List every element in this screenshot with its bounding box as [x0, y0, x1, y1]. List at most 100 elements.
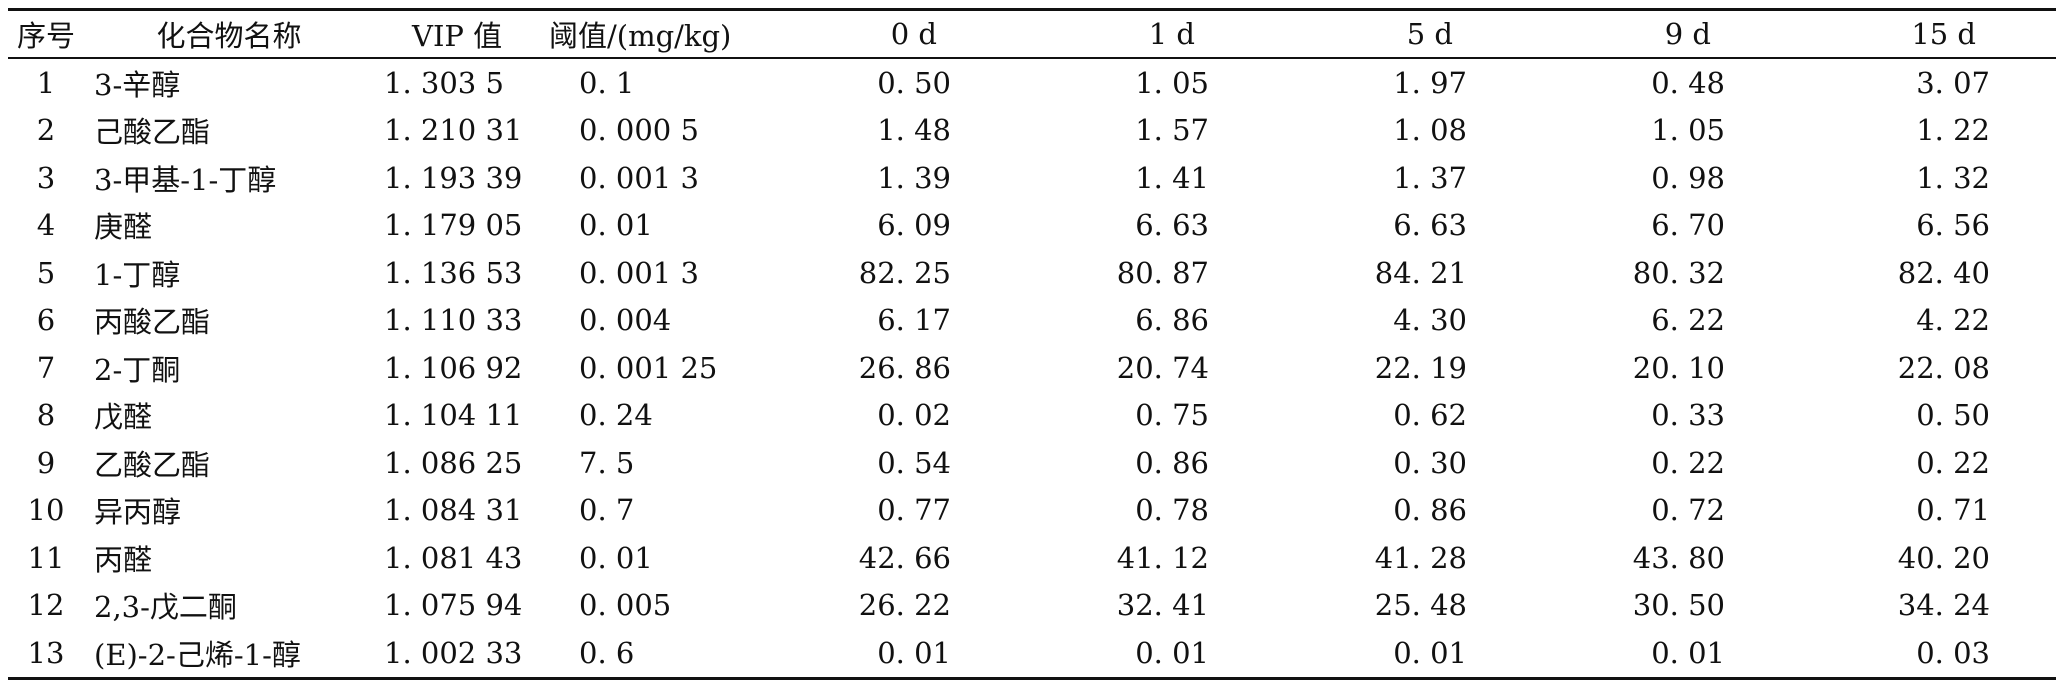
cell-day-1: 0. 01 [1135, 635, 1209, 670]
cell-day-5: 1. 97 [1393, 65, 1467, 100]
table-row: 8 戊醛 1. 104 11 0. 24 0. 02 0. 75 0. 62 0. 33 0. … [8, 392, 2056, 440]
table-row: 6 丙酸乙酯 1. 110 33 0. 004 6. 17 6. 86 4. 30 6. 22… [8, 297, 2056, 345]
header-index: 序号 [16, 19, 75, 53]
cell-day-5: 6. 63 [1393, 208, 1467, 243]
cell-index: 10 [27, 493, 65, 528]
cell-day-5: 0. 01 [1393, 635, 1467, 670]
cell-day-5: 0. 62 [1393, 398, 1467, 433]
cell-threshold: 0. 1 [579, 65, 635, 100]
cell-day-15: 40. 20 [1897, 540, 1990, 575]
cell-day-1: 0. 75 [1135, 398, 1209, 433]
cell-day-15: 82. 40 [1897, 255, 1990, 290]
table-header-row: 序号 化合物名称 VIP 值 阈值/(mg/kg) 0 d 1 d 5 d 9 … [8, 9, 2056, 58]
cell-day-15: 22. 08 [1897, 350, 1990, 385]
compound-table: 序号 化合物名称 VIP 值 阈值/(mg/kg) 0 d 1 d 5 d 9 … [8, 8, 2056, 680]
cell-threshold: 0. 004 [579, 303, 672, 338]
cell-day-0: 1. 48 [877, 113, 951, 148]
cell-day-5: 22. 19 [1374, 350, 1467, 385]
cell-day-15: 0. 03 [1916, 635, 1990, 670]
cell-threshold: 0. 6 [579, 635, 635, 670]
cell-compound-name: 丙酸乙酯 [94, 305, 211, 340]
cell-index: 11 [27, 540, 65, 575]
table-row: 4 庚醛 1. 179 05 0. 01 6. 09 6. 63 6. 63 6. 70 6. … [8, 202, 2056, 250]
table-row: 5 1-丁醇 1. 136 53 0. 001 3 82. 25 80. 87 84. 21… [8, 249, 2056, 297]
header-day-5: 5 d [1406, 17, 1453, 51]
cell-compound-name: 3-辛醇 [94, 67, 181, 102]
cell-day-9: 6. 70 [1651, 208, 1725, 243]
cell-vip: 1. 084 31 [384, 493, 523, 528]
cell-compound-name: 3-甲基-1-丁醇 [94, 162, 277, 197]
table-row: 10 异丙醇 1. 084 31 0. 7 0. 77 0. 78 0. 86 0. 72 0.… [8, 487, 2056, 535]
cell-day-1: 32. 41 [1116, 588, 1209, 623]
table-row: 1 3-辛醇 1. 303 5 0. 1 0. 50 1. 05 1. 97 0. 48 3. … [8, 58, 2056, 107]
cell-day-1: 20. 74 [1116, 350, 1209, 385]
cell-day-15: 1. 32 [1916, 160, 1990, 195]
cell-day-15: 0. 71 [1916, 493, 1990, 528]
cell-index: 5 [36, 255, 56, 290]
cell-index: 2 [36, 113, 56, 148]
cell-compound-name: 丙醛 [94, 542, 153, 577]
cell-day-0: 82. 25 [858, 255, 951, 290]
cell-day-5: 0. 30 [1393, 445, 1467, 480]
cell-index: 12 [27, 588, 65, 623]
table-row: 12 2,3-戊二酮 1. 075 94 0. 005 26. 22 32. 41 25. … [8, 582, 2056, 630]
cell-compound-name: 戊醛 [94, 400, 153, 435]
cell-day-5: 4. 30 [1393, 303, 1467, 338]
cell-vip: 1. 075 94 [384, 588, 523, 623]
cell-day-0: 0. 50 [877, 65, 951, 100]
cell-vip: 1. 106 92 [384, 350, 523, 385]
header-day-15: 15 d [1911, 17, 1976, 51]
header-day-9: 9 d [1664, 17, 1711, 51]
cell-day-15: 34. 24 [1897, 588, 1990, 623]
header-compound-name: 化合物名称 [156, 19, 302, 53]
cell-threshold: 7. 5 [579, 445, 635, 480]
cell-day-1: 1. 05 [1135, 65, 1209, 100]
cell-day-5: 25. 48 [1374, 588, 1467, 623]
cell-vip: 1. 303 5 [384, 65, 504, 100]
cell-day-9: 30. 50 [1632, 588, 1725, 623]
table-row: 13 (E)-2-己烯-1-醇 1. 002 33 0. 6 0. 01 0. 01 0. … [8, 629, 2056, 678]
cell-index: 7 [36, 350, 56, 385]
cell-threshold: 0. 005 [579, 588, 672, 623]
cell-day-15: 1. 22 [1916, 113, 1990, 148]
cell-day-0: 1. 39 [877, 160, 951, 195]
cell-day-5: 1. 37 [1393, 160, 1467, 195]
cell-vip: 1. 179 05 [384, 208, 523, 243]
cell-day-5: 0. 86 [1393, 493, 1467, 528]
cell-threshold: 0. 001 3 [579, 160, 699, 195]
cell-day-9: 1. 05 [1651, 113, 1725, 148]
cell-index: 1 [36, 65, 56, 100]
cell-threshold: 0. 01 [579, 540, 653, 575]
cell-vip: 1. 210 31 [384, 113, 523, 148]
table-row: 2 己酸乙酯 1. 210 31 0. 000 5 1. 48 1. 57 1. 08 1. … [8, 107, 2056, 155]
table-row: 7 2-丁酮 1. 106 92 0. 001 25 26. 86 20. 74 22. 1… [8, 344, 2056, 392]
cell-day-9: 0. 72 [1651, 493, 1725, 528]
cell-threshold: 0. 24 [579, 398, 653, 433]
header-day-1: 1 d [1148, 17, 1195, 51]
cell-day-9: 20. 10 [1632, 350, 1725, 385]
header-threshold: 阈值/(mg/kg) [549, 19, 732, 53]
cell-vip: 1. 110 33 [384, 303, 523, 338]
cell-day-0: 26. 86 [858, 350, 951, 385]
cell-day-0: 26. 22 [858, 588, 951, 623]
cell-day-9: 0. 01 [1651, 635, 1725, 670]
cell-compound-name: 异丙醇 [94, 495, 182, 530]
cell-day-9: 6. 22 [1651, 303, 1725, 338]
data-table-container: 序号 化合物名称 VIP 值 阈值/(mg/kg) 0 d 1 d 5 d 9 … [8, 8, 2056, 680]
cell-compound-name: 2,3-戊二酮 [94, 590, 237, 625]
table-row: 9 乙酸乙酯 1. 086 25 7. 5 0. 54 0. 86 0. 30 0. 22 0.… [8, 439, 2056, 487]
cell-day-1: 1. 41 [1135, 160, 1209, 195]
cell-index: 6 [36, 303, 56, 338]
cell-day-0: 42. 66 [858, 540, 951, 575]
table-body: 1 3-辛醇 1. 303 5 0. 1 0. 50 1. 05 1. 97 0. 48 3. … [8, 58, 2056, 678]
cell-vip: 1. 086 25 [384, 445, 523, 480]
cell-day-15: 0. 50 [1916, 398, 1990, 433]
header-vip: VIP 值 [412, 19, 503, 53]
cell-day-1: 6. 86 [1135, 303, 1209, 338]
cell-index: 8 [36, 398, 56, 433]
cell-vip: 1. 002 33 [384, 635, 523, 670]
cell-index: 3 [36, 160, 56, 195]
cell-day-0: 0. 02 [877, 398, 951, 433]
cell-day-1: 80. 87 [1116, 255, 1209, 290]
cell-vip: 1. 193 39 [384, 160, 523, 195]
